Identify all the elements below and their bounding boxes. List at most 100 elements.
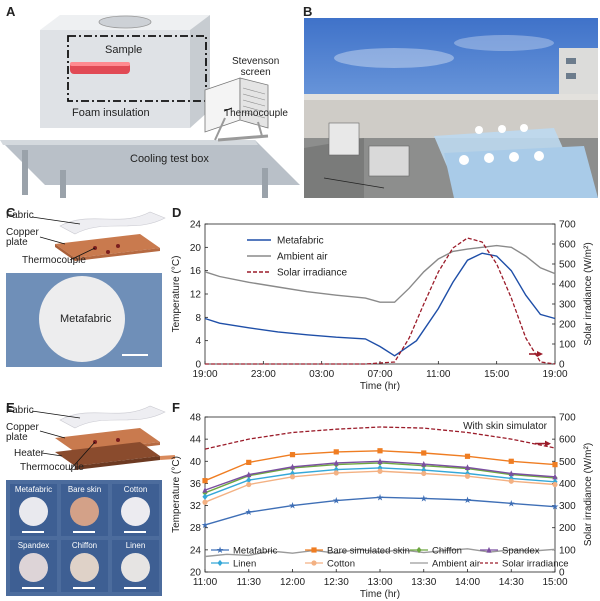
legend-label: Metafabric	[233, 546, 278, 557]
panel-e-letter: E	[6, 400, 15, 415]
panel-a-letter: A	[6, 4, 16, 19]
metafabric-photo-label: Metafabric	[60, 313, 112, 325]
y2-tick-label: 700	[559, 220, 576, 231]
plot-frame	[204, 223, 556, 365]
series-markers	[202, 448, 558, 484]
y2-tick-label: 0	[559, 360, 565, 371]
series-line-metafabric	[204, 496, 556, 526]
data-point	[202, 499, 208, 505]
copper-plate-label-c: Copper plate	[6, 227, 39, 248]
y2-tick-label: 300	[559, 501, 576, 512]
cooling-test-box-label: Cooling test box	[130, 153, 209, 165]
data-point	[552, 473, 558, 480]
y2-tick-label: 700	[559, 413, 576, 424]
thermocouple-label-e: Thermocouple	[20, 462, 84, 473]
data-point	[333, 459, 339, 466]
swatch-bare-skin: Bare skin	[61, 484, 108, 536]
panel-c-letter: C	[6, 205, 16, 220]
data-point	[217, 559, 223, 567]
data-point	[508, 458, 514, 464]
y2-tick-label: 600	[559, 240, 576, 251]
data-point	[416, 546, 422, 554]
data-point	[377, 448, 383, 454]
y-tick-label: 24	[190, 220, 202, 231]
data-point	[246, 459, 252, 465]
x-tick-label: 11:00	[426, 369, 451, 380]
data-point	[289, 452, 296, 458]
sample-label: Sample	[105, 44, 143, 56]
y2-tick-label: 500	[559, 457, 576, 468]
panel-b-letter: B	[303, 4, 313, 19]
scale-bar	[124, 531, 146, 533]
thermocouple-label-a: Thermocouple	[224, 108, 288, 119]
copper-plate-label-e: Copper plate	[6, 422, 39, 443]
stevenson-screen-label: Stevenson screen	[232, 56, 280, 78]
metafabric-sample-photo	[6, 273, 162, 367]
data-point	[464, 453, 471, 459]
data-point	[202, 486, 208, 493]
swatch-spandex: Spandex	[10, 540, 57, 592]
x-tick-label: 14:30	[499, 577, 524, 588]
data-point: ★	[288, 501, 296, 511]
x-tick-label: 13:00	[367, 577, 392, 588]
swatch-label: Cotton	[123, 485, 148, 494]
y-tick-label: 48	[190, 413, 202, 424]
legend-label: Spandex	[502, 546, 540, 557]
y-tick-label: 28	[190, 523, 202, 534]
y2-tick-label: 200	[559, 320, 576, 331]
series-markers	[202, 468, 558, 505]
data-point	[311, 560, 317, 566]
y-axis-label: Temperature (°C)	[171, 256, 182, 333]
y-tick-label: 36	[190, 479, 202, 490]
x-tick-label: 12:00	[280, 577, 305, 588]
series-line-ambient-air	[204, 244, 556, 303]
panel-d-letter: D	[172, 205, 182, 220]
y-tick-label: 32	[190, 501, 202, 512]
panel-e-schematic	[31, 405, 176, 471]
foam-insulation-label: Foam insulation	[72, 107, 150, 119]
swatch-disc	[19, 497, 48, 526]
data-point	[246, 481, 252, 488]
data-point	[464, 464, 471, 470]
legend-label: Metafabric	[277, 236, 324, 247]
y-tick-label: 16	[190, 266, 202, 277]
panel-c-schematic	[31, 211, 166, 261]
data-point	[486, 546, 492, 553]
y-tick-label: 40	[190, 457, 202, 468]
fabric-label-c: Fabric	[6, 210, 34, 221]
data-point: ★	[376, 492, 384, 502]
data-point: ★	[332, 496, 340, 506]
right-axis-arrowhead	[545, 440, 551, 447]
data-point	[508, 470, 514, 477]
x-tick-label: 19:00	[542, 369, 567, 380]
x-tick-label: 23:00	[251, 369, 276, 380]
data-point	[333, 470, 339, 476]
series-line-ambient-air	[204, 548, 556, 558]
legend-label: Cotton	[327, 559, 355, 570]
heater-label: Heater	[14, 448, 45, 459]
swatch-chiffon: Chiffon	[61, 540, 108, 592]
x-tick-label: 11:30	[237, 577, 262, 588]
chart-annotation: With skin simulator	[463, 421, 548, 432]
x-tick-label: 15:00	[542, 577, 567, 588]
series-line-solar-irradiance	[204, 426, 556, 450]
legend-label: Chiffon	[432, 546, 462, 557]
scale-bar	[73, 531, 95, 533]
y-tick-label: 24	[190, 545, 202, 556]
data-point	[377, 458, 383, 464]
data-point: ★	[201, 520, 209, 530]
x-tick-label: 14:00	[455, 577, 480, 588]
swatch-disc	[19, 553, 48, 582]
data-point	[202, 493, 208, 500]
scale-bar	[73, 587, 95, 589]
scale-bar	[124, 587, 146, 589]
y2-tick-label: 100	[559, 545, 576, 556]
swatch-label: Chiffon	[71, 541, 98, 550]
y-axis-label: Temperature (°C)	[171, 456, 182, 533]
y2-tick-label: 400	[559, 479, 576, 490]
panel-f-letter: F	[172, 400, 180, 415]
y2-tick-label: 100	[559, 340, 576, 351]
x-tick-label: 13:30	[411, 577, 436, 588]
y2-tick-label: 600	[559, 435, 576, 446]
data-point	[464, 473, 471, 479]
